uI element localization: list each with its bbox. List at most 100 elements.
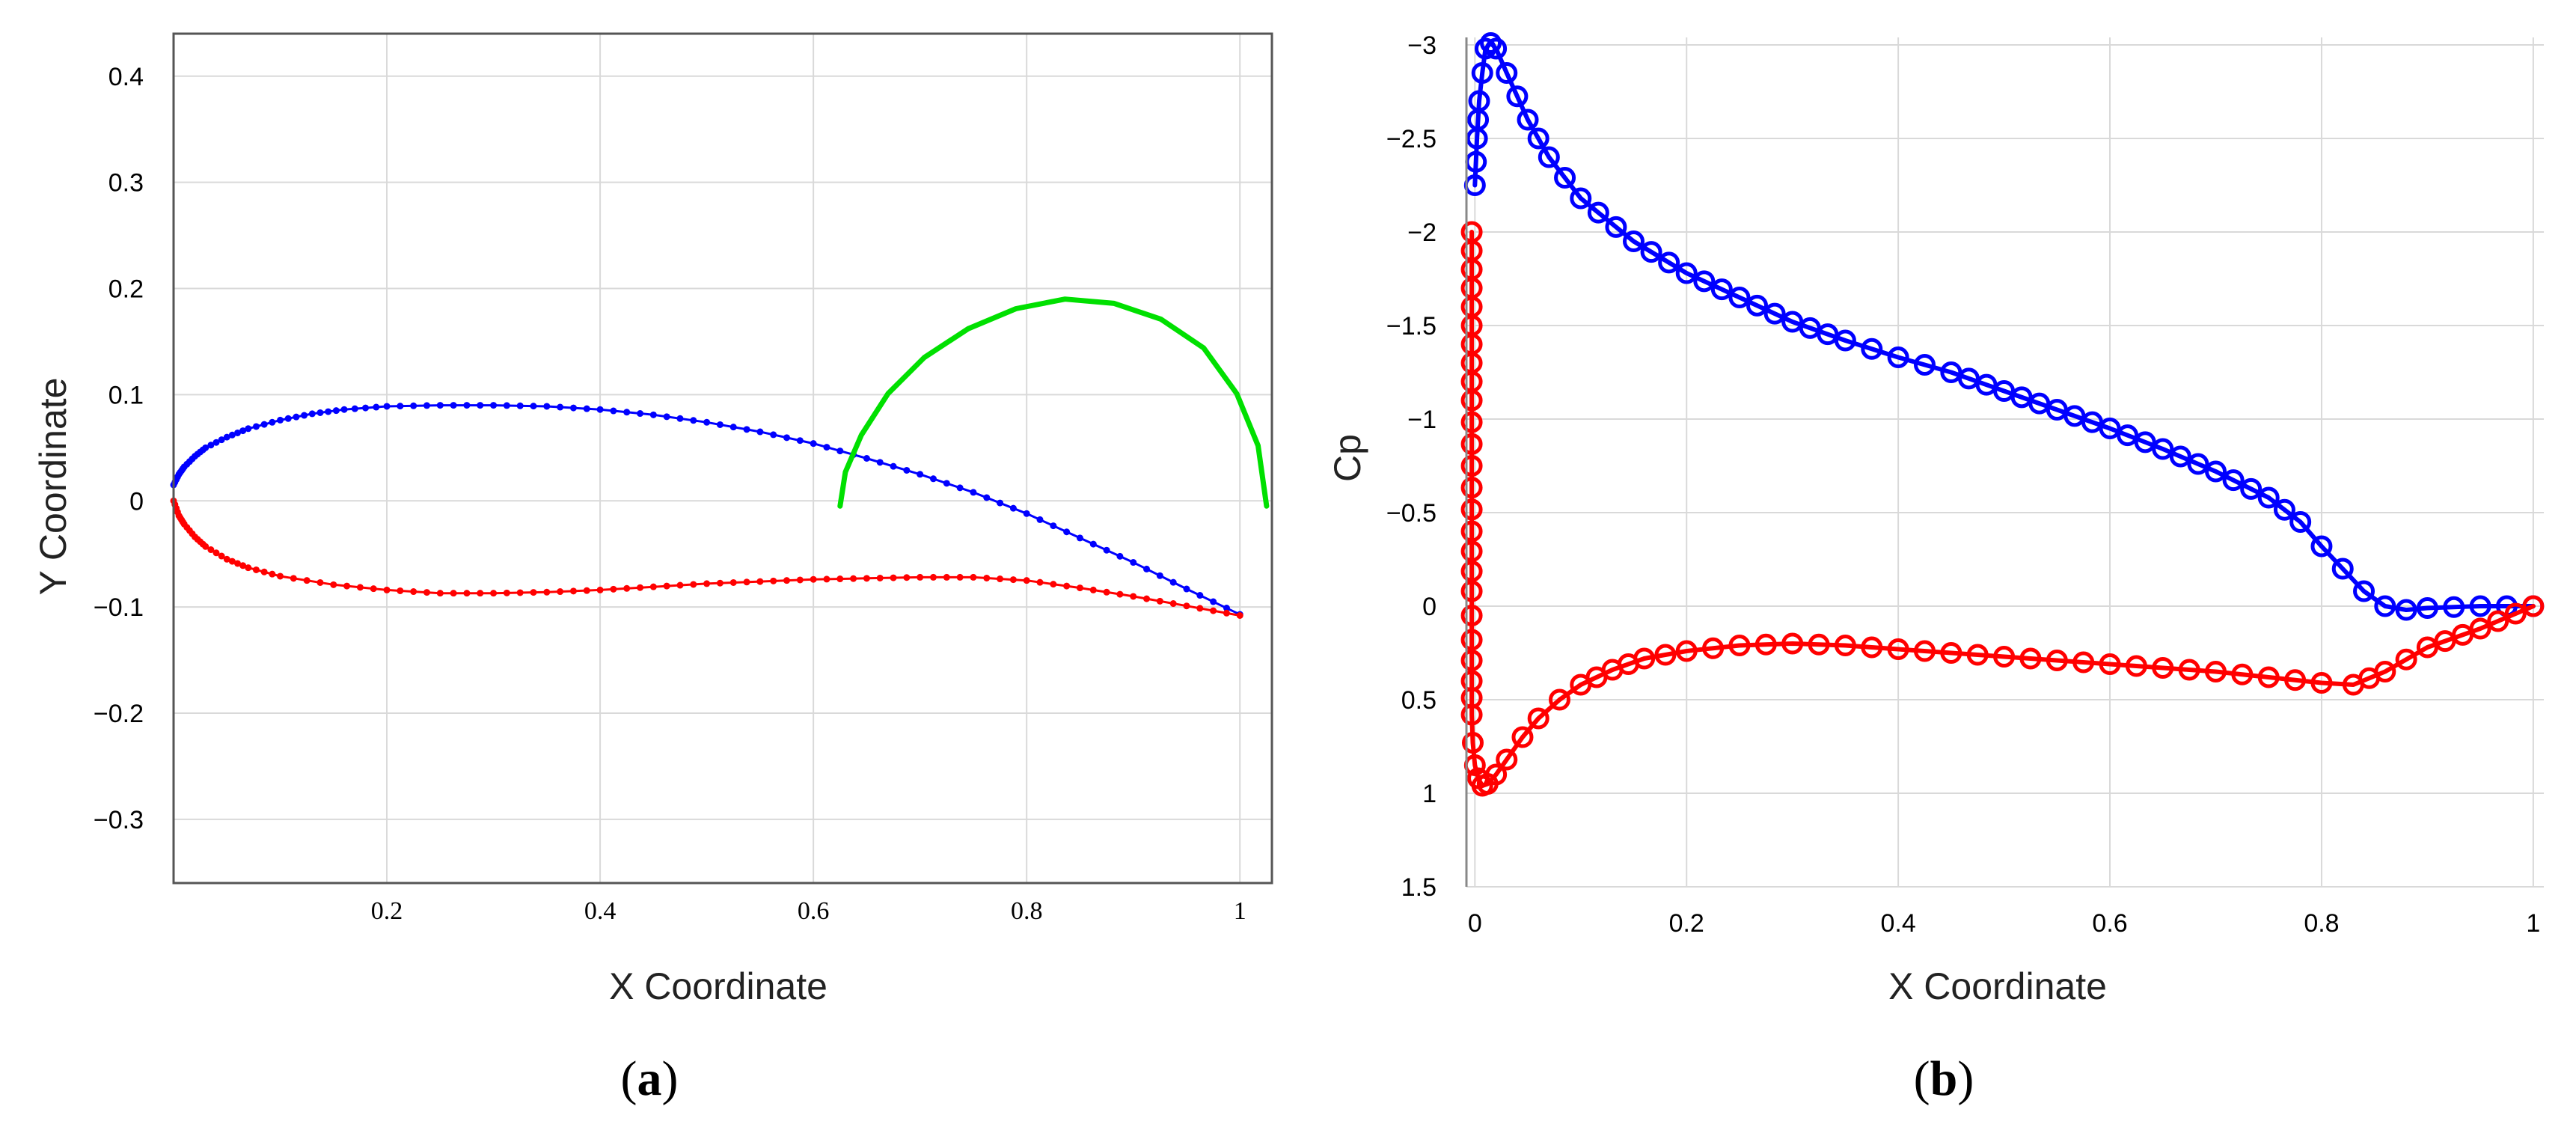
b-series-0-marker [1622, 230, 1645, 252]
a-series-1-point [370, 585, 377, 593]
a-series-0-point [583, 405, 590, 412]
b-series-1-marker [2395, 648, 2417, 671]
a-series-1-point [1143, 595, 1151, 602]
a-series-1-point [228, 558, 236, 565]
b-series-0-marker [2353, 580, 2375, 602]
b-x-tick-label: 0.6 [2092, 909, 2127, 938]
panel-b-x-axis-label: X Coordinate [1888, 965, 2107, 1007]
b-series-0-marker [1471, 62, 1493, 84]
a-series-1-point [277, 572, 284, 580]
b-series-0-marker [2152, 438, 2174, 460]
b-series-1-marker [2284, 669, 2307, 691]
a-series-0-point [503, 402, 510, 409]
b-series-0-marker [1570, 187, 1592, 210]
panel-b-series [1460, 32, 2545, 797]
a-series-0-point [610, 407, 617, 415]
b-series-1-marker [1728, 635, 1751, 656]
b-series-0-marker [2289, 511, 2312, 533]
a-series-1-point [663, 582, 670, 590]
a-series-0-point [543, 403, 551, 410]
a-series-0-point [890, 462, 897, 470]
a-series-1-point [410, 588, 417, 596]
a-series-0-point [340, 406, 348, 413]
a-series-0-point [703, 418, 711, 426]
a-series-1-point [917, 573, 924, 581]
b-series-1-marker [1460, 560, 1483, 582]
a-series-0-point [823, 444, 830, 451]
a-series-1-point [530, 589, 537, 596]
a-series-0-point [756, 428, 764, 436]
b-series-1-marker [1834, 635, 1856, 656]
b-series-1-marker [1460, 411, 1483, 433]
b-series-1-marker [2178, 659, 2200, 681]
a-series-1-point [269, 570, 276, 578]
a-series-1-point [676, 581, 684, 589]
a-series-0-point [1196, 592, 1204, 599]
b-series-0-marker [1675, 262, 1698, 284]
a-series-0-point [207, 442, 215, 449]
a-y-tick-label: 0 [129, 487, 144, 516]
b-series-1-marker [1460, 520, 1483, 543]
a-y-tick-label: 0.1 [108, 381, 144, 409]
b-series-0-marker [1728, 287, 1751, 308]
b-series-1-marker [1460, 650, 1483, 671]
a-series-0-point [1009, 504, 1017, 512]
a-series-0-point [1116, 552, 1124, 560]
b-series-1-marker [1754, 633, 1777, 656]
a-series-1-point [810, 575, 817, 583]
b-series-1-marker [2487, 610, 2509, 632]
b-series-0-marker [1887, 346, 1909, 368]
b-series-1-marker [2046, 650, 2068, 671]
a-series-0-point [956, 484, 964, 492]
b-series-0-marker [2204, 460, 2227, 483]
a-series-2-line [837, 296, 1270, 509]
b-y-tick-label: −2.5 [1386, 125, 1437, 153]
b-series-1-marker [1485, 763, 1508, 786]
a-series-1-point [943, 573, 950, 581]
a-series-1-point [1116, 590, 1124, 598]
a-series-1-point [890, 574, 897, 581]
a-y-tick-label: −0.2 [94, 700, 144, 728]
a-series-1-point [423, 589, 430, 596]
b-series-1-marker [2152, 657, 2174, 679]
a-series-1-point [245, 564, 252, 572]
b-series-0-marker [2099, 418, 2121, 439]
a-series-1-point [703, 580, 711, 587]
a-series-1-point [1223, 609, 1230, 617]
a-series-1-point [1236, 611, 1243, 619]
b-series-0-marker [2222, 469, 2245, 492]
b-series-0-marker [1861, 338, 1883, 360]
b-series-1-marker [2504, 602, 2527, 625]
a-series-0-point [1169, 578, 1177, 586]
panel-b-x-ticks: 0 0.2 0.4 0.6 0.8 1 [1468, 909, 2540, 938]
a-series-0-point [929, 475, 937, 483]
b-series-0-marker [1710, 278, 1733, 301]
b-series-1-marker [1460, 605, 1483, 626]
a-series-0-point [836, 448, 844, 455]
a-series-1-point [343, 582, 351, 590]
a-series-1-point [516, 589, 524, 596]
a-series-0-point [284, 415, 292, 422]
a-series-1-point [770, 577, 777, 584]
a-series-0-point [770, 431, 777, 439]
b-series-1-marker [1460, 580, 1483, 602]
b-series-0-marker [2310, 535, 2333, 558]
b-series-1-marker [1511, 726, 1534, 748]
a-series-1-point [252, 566, 260, 573]
a-series-0-point [463, 402, 471, 409]
b-series-1-marker [1461, 732, 1484, 754]
a-series-0-point [423, 402, 430, 409]
b-series-1-marker [2019, 647, 2042, 670]
a-series-0-point [362, 404, 370, 412]
a-series-1-point [303, 577, 310, 584]
svg-text:(a): (a) [621, 1051, 679, 1106]
b-series-1-marker [2231, 663, 2254, 685]
panel-a-x-ticks: 0.2 0.4 0.6 0.8 1 [371, 897, 1246, 925]
a-series-0-point [690, 417, 697, 424]
a-series-1-point [290, 575, 297, 582]
b-x-tick-label: 1 [2526, 909, 2540, 938]
a-series-1-point [239, 562, 247, 569]
a-x-tick-label: 0.6 [798, 897, 830, 925]
a-series-0-point [252, 423, 260, 430]
b-y-tick-label: −1.5 [1386, 312, 1437, 340]
